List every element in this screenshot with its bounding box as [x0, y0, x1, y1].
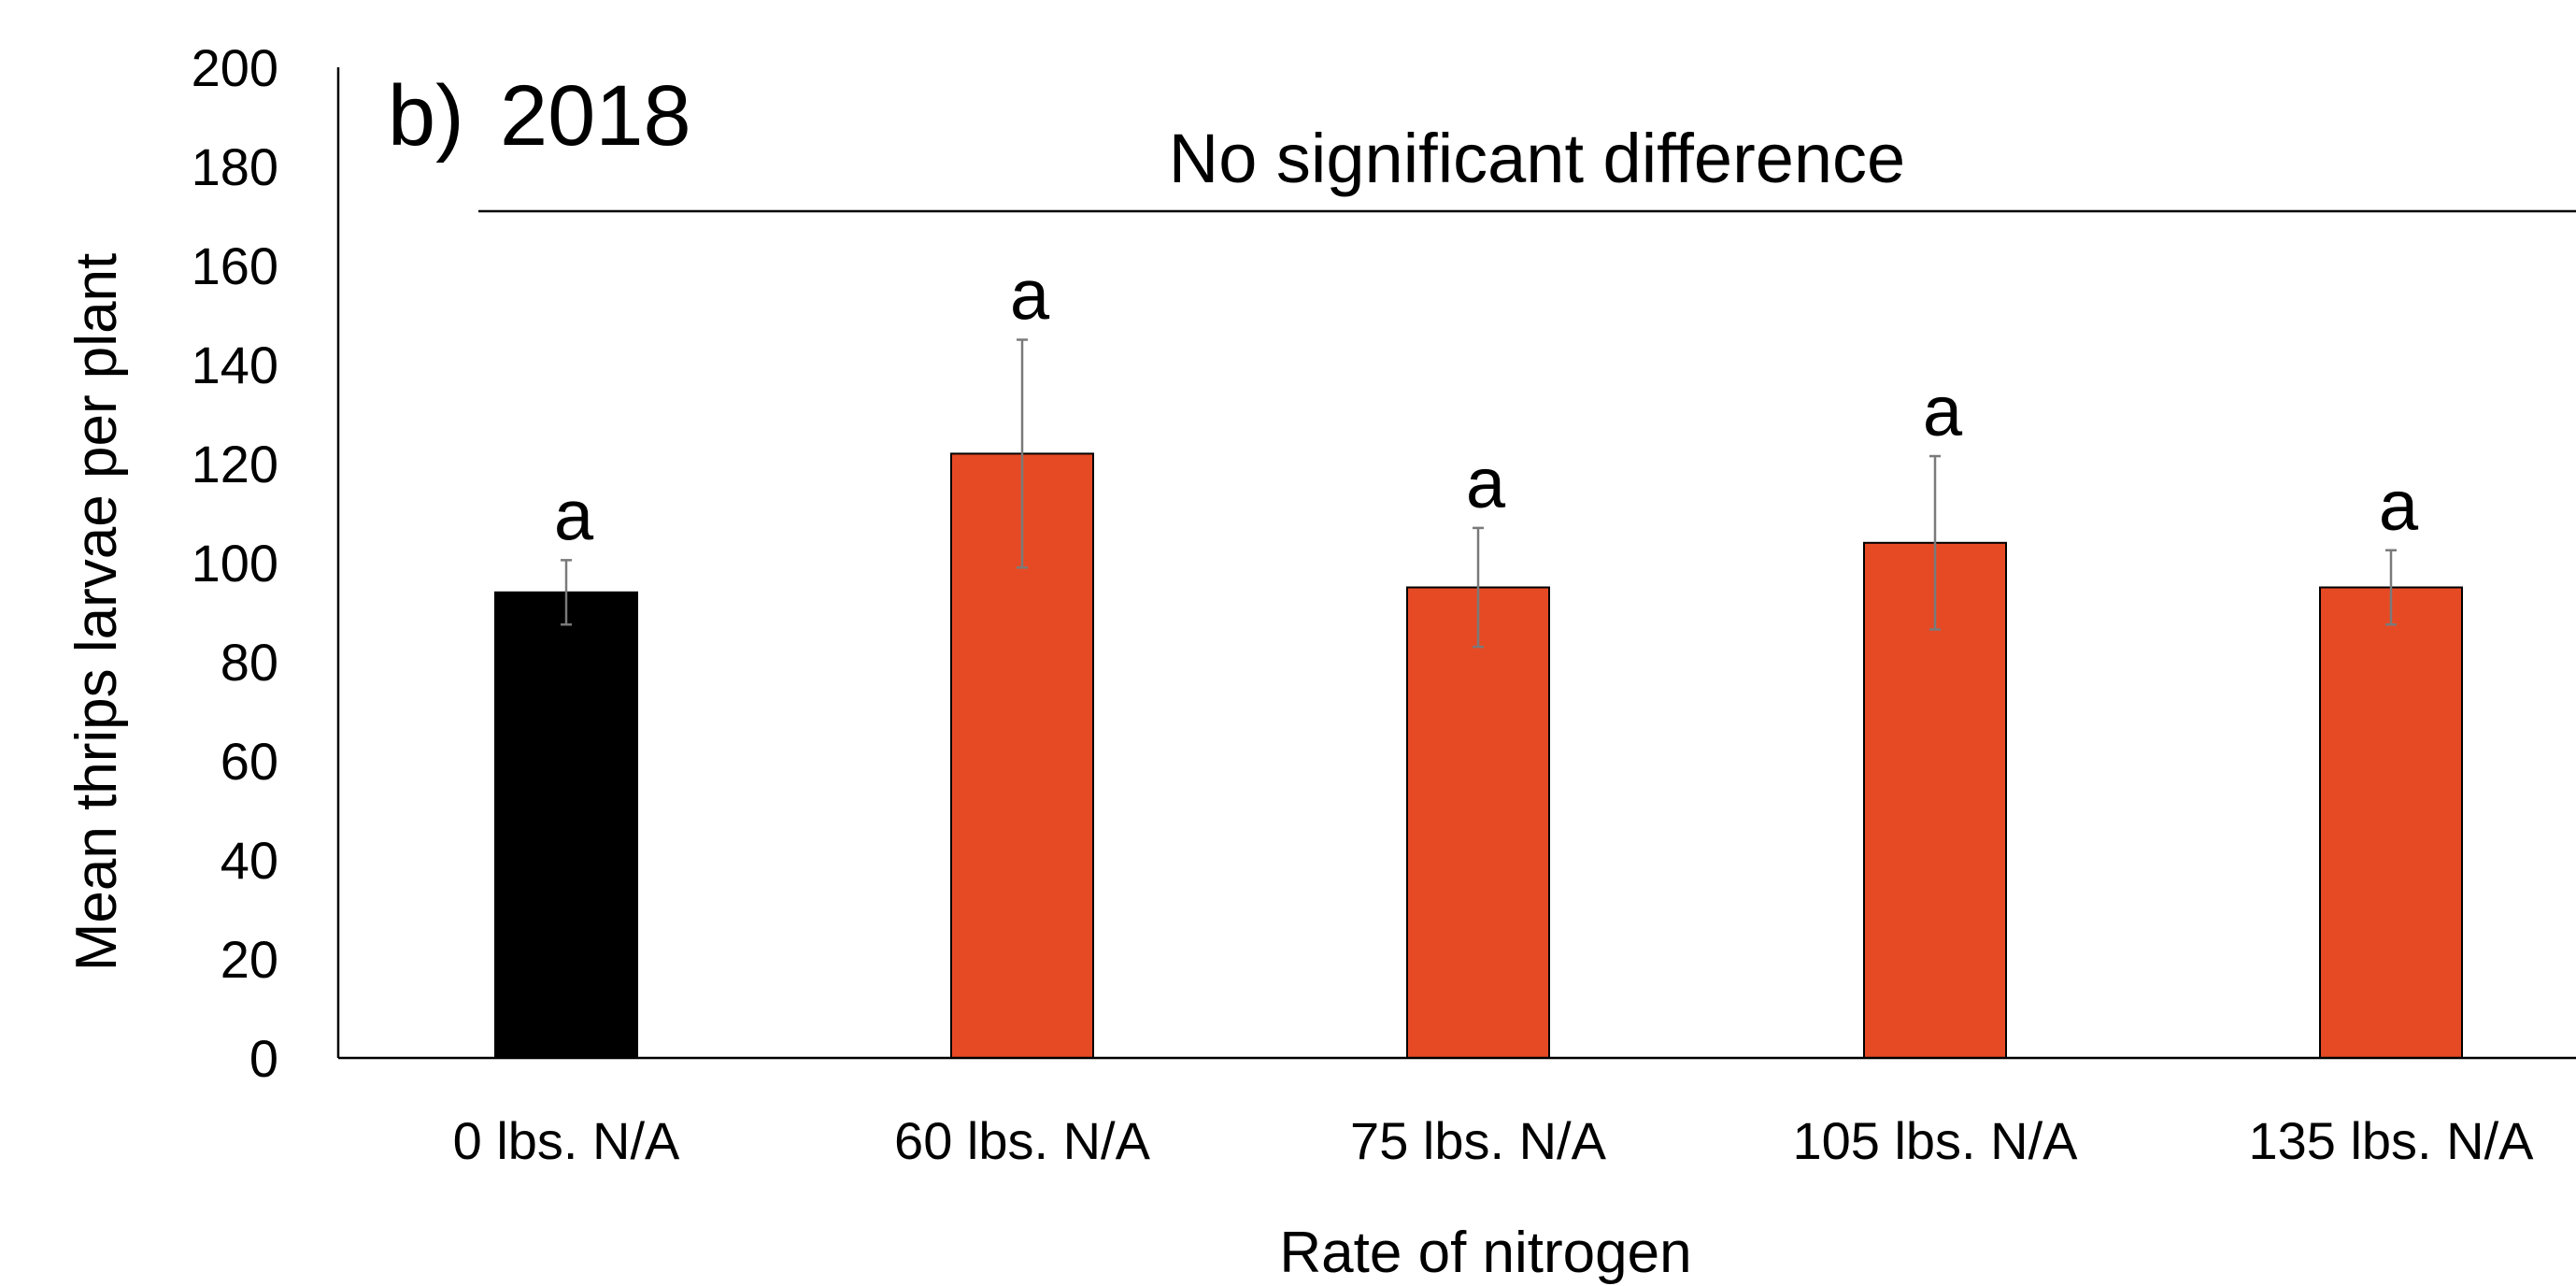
x-tick-label: 105 lbs. N/A: [1792, 1111, 2078, 1170]
bar: [494, 591, 638, 1059]
x-tick-labels: 0 lbs. N/A 60 lbs. N/A 75 lbs. N/A 105 lbs.…: [453, 1111, 2535, 1170]
x-tick-label: 0 lbs. N/A: [453, 1111, 680, 1170]
y-axis-title: Mean thrips larvae per plant: [64, 253, 129, 972]
significance-letter: a: [1923, 372, 1963, 451]
error-bars: [561, 338, 2397, 649]
x-tick-label: 75 lbs. N/A: [1350, 1111, 1607, 1170]
y-tick-label: 60: [221, 732, 278, 791]
y-tick-label: 40: [221, 831, 278, 890]
panel-label: b): [388, 68, 464, 164]
y-tick-labels: 0 20 40 60 80 100 120 140 160 180 200: [192, 38, 278, 1088]
y-tick-label: 120: [192, 435, 278, 493]
axes: [336, 67, 2576, 1060]
x-tick-label: 60 lbs. N/A: [894, 1111, 1151, 1170]
y-tick-label: 160: [192, 236, 278, 295]
bar: [1406, 586, 1550, 1059]
y-tick-label: 200: [192, 38, 278, 97]
x-axis-title: Rate of nitrogen: [1279, 1221, 1691, 1285]
y-tick-label: 180: [192, 137, 278, 196]
significance-annotation: No significant difference: [1169, 120, 1905, 197]
chart-title: 2018: [500, 68, 691, 164]
y-tick-label: 80: [221, 633, 278, 692]
significance-letter: a: [1466, 444, 1506, 523]
significance-letter: a: [554, 476, 594, 555]
x-tick-label: 135 lbs. N/A: [2248, 1111, 2534, 1170]
significance-letters: a a a a a: [554, 256, 2419, 556]
significance-letter: a: [2379, 466, 2419, 546]
y-tick-label: 140: [192, 336, 278, 394]
y-tick-label: 0: [249, 1029, 278, 1088]
significance-letter: a: [1010, 256, 1050, 336]
bar: [2319, 586, 2463, 1059]
y-tick-label: 20: [221, 930, 278, 989]
y-tick-label: 100: [192, 534, 278, 593]
